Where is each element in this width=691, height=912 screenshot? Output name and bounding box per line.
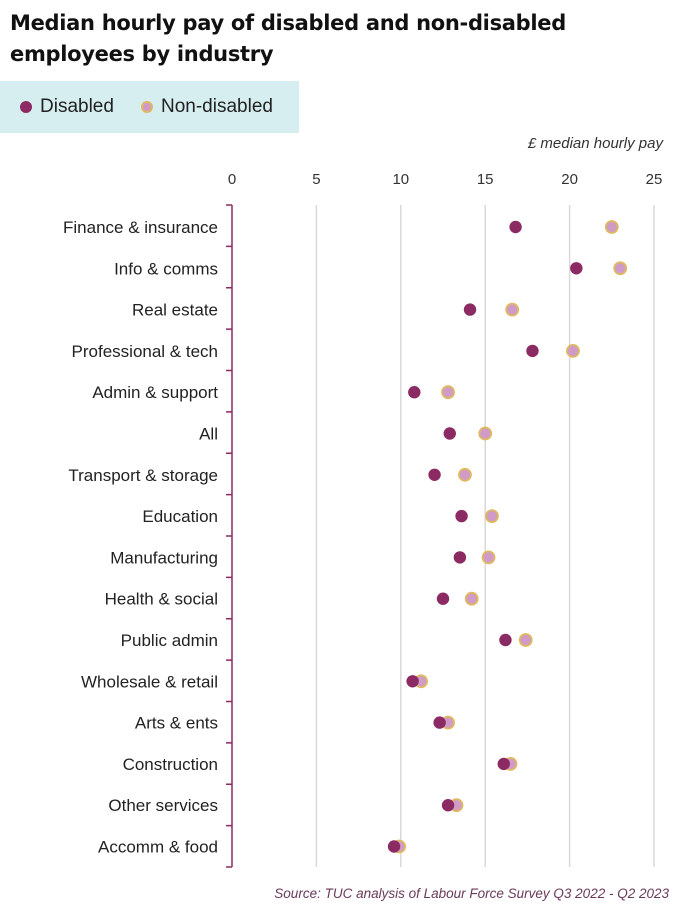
point-nondisabled [604, 220, 619, 234]
category-label: Manufacturing [110, 548, 218, 567]
category-label: Accomm & food [98, 838, 218, 857]
category-label: Finance & insurance [63, 218, 218, 237]
category-label: Admin & support [92, 383, 218, 402]
point-nondisabled [566, 343, 580, 358]
category-label: All [199, 425, 218, 444]
point-disabled [497, 757, 510, 771]
x-tick-label-20: 20 [561, 171, 578, 188]
category-label: Professional & tech [72, 342, 218, 361]
point-disabled [570, 262, 583, 275]
point-disabled [509, 220, 522, 234]
category-label: Arts & ents [135, 714, 218, 733]
point-nondisabled [518, 633, 533, 647]
point-disabled [428, 468, 441, 481]
legend-label-nondisabled: Non-disabled [161, 96, 273, 117]
point-nondisabled [478, 426, 493, 441]
legend-marker-disabled [20, 101, 32, 113]
point-disabled [441, 799, 455, 812]
point-disabled [499, 633, 512, 647]
point-disabled [433, 716, 446, 729]
source-note: Source: TUC analysis of Labour Force Sur… [274, 886, 669, 901]
category-label: Other services [108, 796, 218, 815]
legend-item-disabled: Disabled [20, 96, 114, 118]
x-tick-label-15: 15 [477, 171, 494, 188]
point-disabled [526, 344, 539, 358]
x-tick-label-10: 10 [392, 171, 409, 188]
category-label: Public admin [121, 631, 218, 650]
x-tick-label-25: 25 [646, 171, 663, 188]
category-label: Health & social [105, 590, 218, 609]
point-nondisabled [485, 509, 499, 523]
point-nondisabled [613, 261, 628, 276]
legend-label-disabled: Disabled [40, 96, 114, 117]
point-disabled [406, 675, 419, 688]
category-label: Wholesale & retail [81, 672, 218, 691]
legend-marker-nondisabled [141, 101, 153, 113]
legend-item-nondisabled: Non-disabled [141, 96, 273, 118]
point-nondisabled [481, 550, 496, 565]
point-disabled [453, 551, 467, 564]
x-tick-label-0: 0 [228, 171, 236, 188]
x-tick-label-5: 5 [312, 171, 320, 188]
axis-unit-label: £ median hourly pay [527, 135, 663, 152]
category-label: Transport & storage [68, 466, 218, 485]
legend: Disabled Non-disabled [0, 81, 299, 133]
point-nondisabled [464, 591, 479, 606]
point-nondisabled [458, 467, 472, 482]
category-label: Education [142, 507, 218, 526]
point-disabled [408, 386, 421, 399]
point-disabled [443, 427, 456, 440]
point-disabled [436, 592, 450, 605]
category-label: Construction [123, 755, 218, 774]
point-disabled [387, 840, 401, 853]
point-disabled [455, 509, 468, 523]
category-label: Info & comms [114, 259, 218, 278]
chart-title: Median hourly pay of disabled and non-di… [10, 11, 566, 66]
category-label: Real estate [132, 301, 218, 320]
point-disabled [463, 303, 477, 316]
point-nondisabled [441, 385, 455, 400]
point-nondisabled [505, 302, 520, 317]
